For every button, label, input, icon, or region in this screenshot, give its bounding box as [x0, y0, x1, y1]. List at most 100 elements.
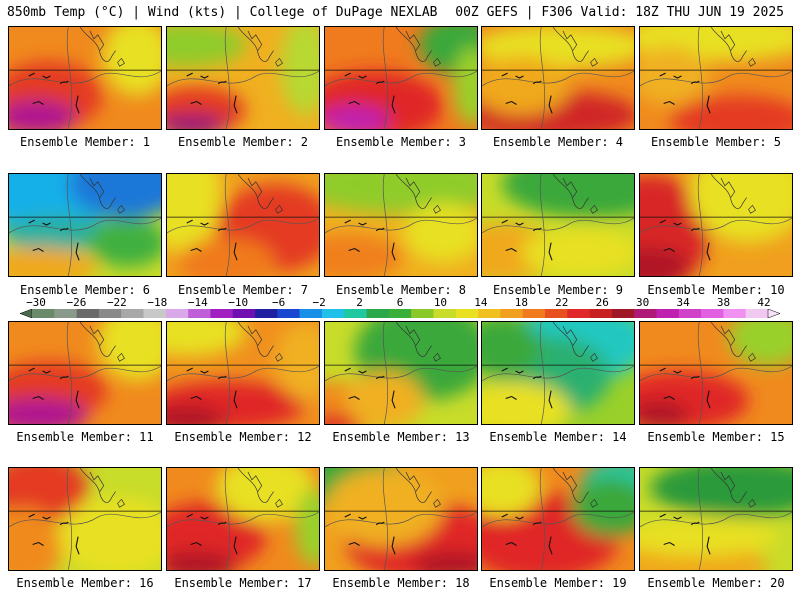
- map-overlay: [482, 322, 634, 424]
- temperature-blob: [216, 468, 316, 522]
- member-caption: Ensemble Member: 18: [332, 576, 470, 590]
- ensemble-member-map: [324, 173, 478, 277]
- temperature-blob: [482, 322, 542, 376]
- colorbar-swatch: [188, 309, 211, 318]
- temperature-blob: [482, 380, 571, 424]
- colorbar-swatch: [455, 309, 479, 318]
- colorbar-tick-label: 14: [474, 296, 488, 309]
- temperature-blob: [640, 400, 690, 424]
- temperature-blob: [325, 174, 477, 214]
- temperature-blob: [325, 232, 404, 276]
- temperature-field: [167, 27, 319, 129]
- ensemble-member-map: [8, 321, 162, 425]
- colorbar-tick-label: 22: [555, 296, 569, 309]
- temperature-field: [325, 322, 477, 424]
- map-overlay: [9, 27, 161, 129]
- temperature-blob: [280, 27, 319, 116]
- temperature-blob: [570, 477, 634, 537]
- temperature-field: [482, 322, 634, 424]
- ensemble-member-map: [166, 321, 320, 425]
- ensemble-member-map: [481, 321, 635, 425]
- colorbar-swatch: [634, 309, 657, 318]
- member-caption: Ensemble Member: 16: [16, 576, 154, 590]
- colorbar-swatch: [678, 309, 702, 318]
- colorbar-tick-label: 2: [356, 296, 363, 309]
- map-overlay: [482, 27, 634, 129]
- colorbar-tick-label: −2: [312, 296, 326, 309]
- member-caption: Ensemble Member: 11: [16, 430, 154, 444]
- temperature-field: [640, 174, 792, 276]
- temperature-blob: [669, 95, 792, 129]
- map-overlay: [640, 322, 792, 424]
- colorbar-tick-label: −6: [272, 296, 286, 309]
- member-caption: Ensemble Member: 6: [19, 283, 151, 297]
- colorbar-swatch: [500, 309, 523, 318]
- map-overlay: [167, 174, 319, 276]
- member-caption: Ensemble Member: 1: [19, 135, 151, 149]
- colorbar-swatch: [656, 309, 680, 318]
- member-caption: Ensemble Member: 9: [492, 283, 624, 297]
- colorbar-left-arrow: [20, 309, 33, 318]
- colorbar-swatch: [745, 309, 769, 318]
- ensemble-member-map: [166, 26, 320, 130]
- colorbar-swatch: [232, 309, 256, 318]
- colorbar-tick-label: −30: [26, 296, 46, 309]
- colorbar-tick-label: −14: [187, 296, 208, 309]
- colorbar-swatch: [76, 309, 100, 318]
- colorbar-tick-label: −22: [106, 296, 127, 309]
- colorbar-swatch: [522, 309, 546, 318]
- member-caption: Ensemble Member: 15: [647, 430, 785, 444]
- colorbar-swatch: [165, 309, 189, 318]
- temperature-field: [167, 468, 319, 570]
- temperature-blob: [87, 218, 161, 268]
- colorbar-swatch: [321, 309, 345, 318]
- temperature-field: [9, 27, 161, 129]
- map-overlay: [640, 468, 792, 570]
- ensemble-member-map: [324, 321, 478, 425]
- colorbar-tick-label: 34: [676, 296, 690, 309]
- temperature-blob: [413, 551, 477, 570]
- colorbar-swatch: [344, 309, 367, 318]
- temperature-blob: [295, 487, 319, 567]
- temperature-field: [482, 174, 634, 276]
- ensemble-member-map: [324, 26, 478, 130]
- temperature-field: [9, 322, 161, 424]
- member-caption: Ensemble Member: 7: [177, 283, 309, 297]
- temperature-field: [325, 174, 477, 276]
- temperature-field: [9, 174, 161, 276]
- header-title: 850mb Temp (°C) | Wind (kts) | College o…: [7, 5, 438, 20]
- map-overlay: [9, 174, 161, 276]
- colorbar-swatch: [277, 309, 300, 318]
- ensemble-member-map: [481, 467, 635, 571]
- ensemble-member-map: [639, 321, 793, 425]
- colorbar-swatch: [366, 309, 390, 318]
- member-caption: Ensemble Member: 17: [174, 576, 312, 590]
- colorbar-swatch: [210, 309, 234, 318]
- colorbar-swatch: [54, 309, 77, 318]
- colorbar-swatch: [121, 309, 144, 318]
- colorbar-swatch: [255, 309, 278, 318]
- temperature-blob: [176, 237, 276, 276]
- colorbar-tick-label: 6: [396, 296, 404, 309]
- colorbar-swatch: [567, 309, 590, 318]
- map-overlay: [482, 468, 634, 570]
- colorbar-swatch: [723, 309, 746, 318]
- temperature-field: [325, 468, 477, 570]
- ensemble-member-map: [639, 26, 793, 130]
- map-overlay: [9, 468, 161, 570]
- colorbar-tick-label: 18: [514, 296, 528, 309]
- temperature-field: [167, 322, 319, 424]
- ensemble-member-map: [166, 173, 320, 277]
- temperature-blob: [167, 174, 222, 253]
- colorbar-tick-label: 38: [716, 296, 731, 309]
- ensemble-member-map: [166, 467, 320, 571]
- colorbar-swatch: [701, 309, 724, 318]
- map-overlay: [640, 174, 792, 276]
- map-overlay: [640, 27, 792, 129]
- colorbar-tick-label: 30: [636, 296, 650, 309]
- temperature-colorbar: [20, 309, 780, 318]
- temperature-field: [482, 27, 634, 129]
- member-caption: Ensemble Member: 19: [489, 576, 627, 590]
- map-overlay: [325, 322, 477, 424]
- temperature-blob: [58, 497, 161, 570]
